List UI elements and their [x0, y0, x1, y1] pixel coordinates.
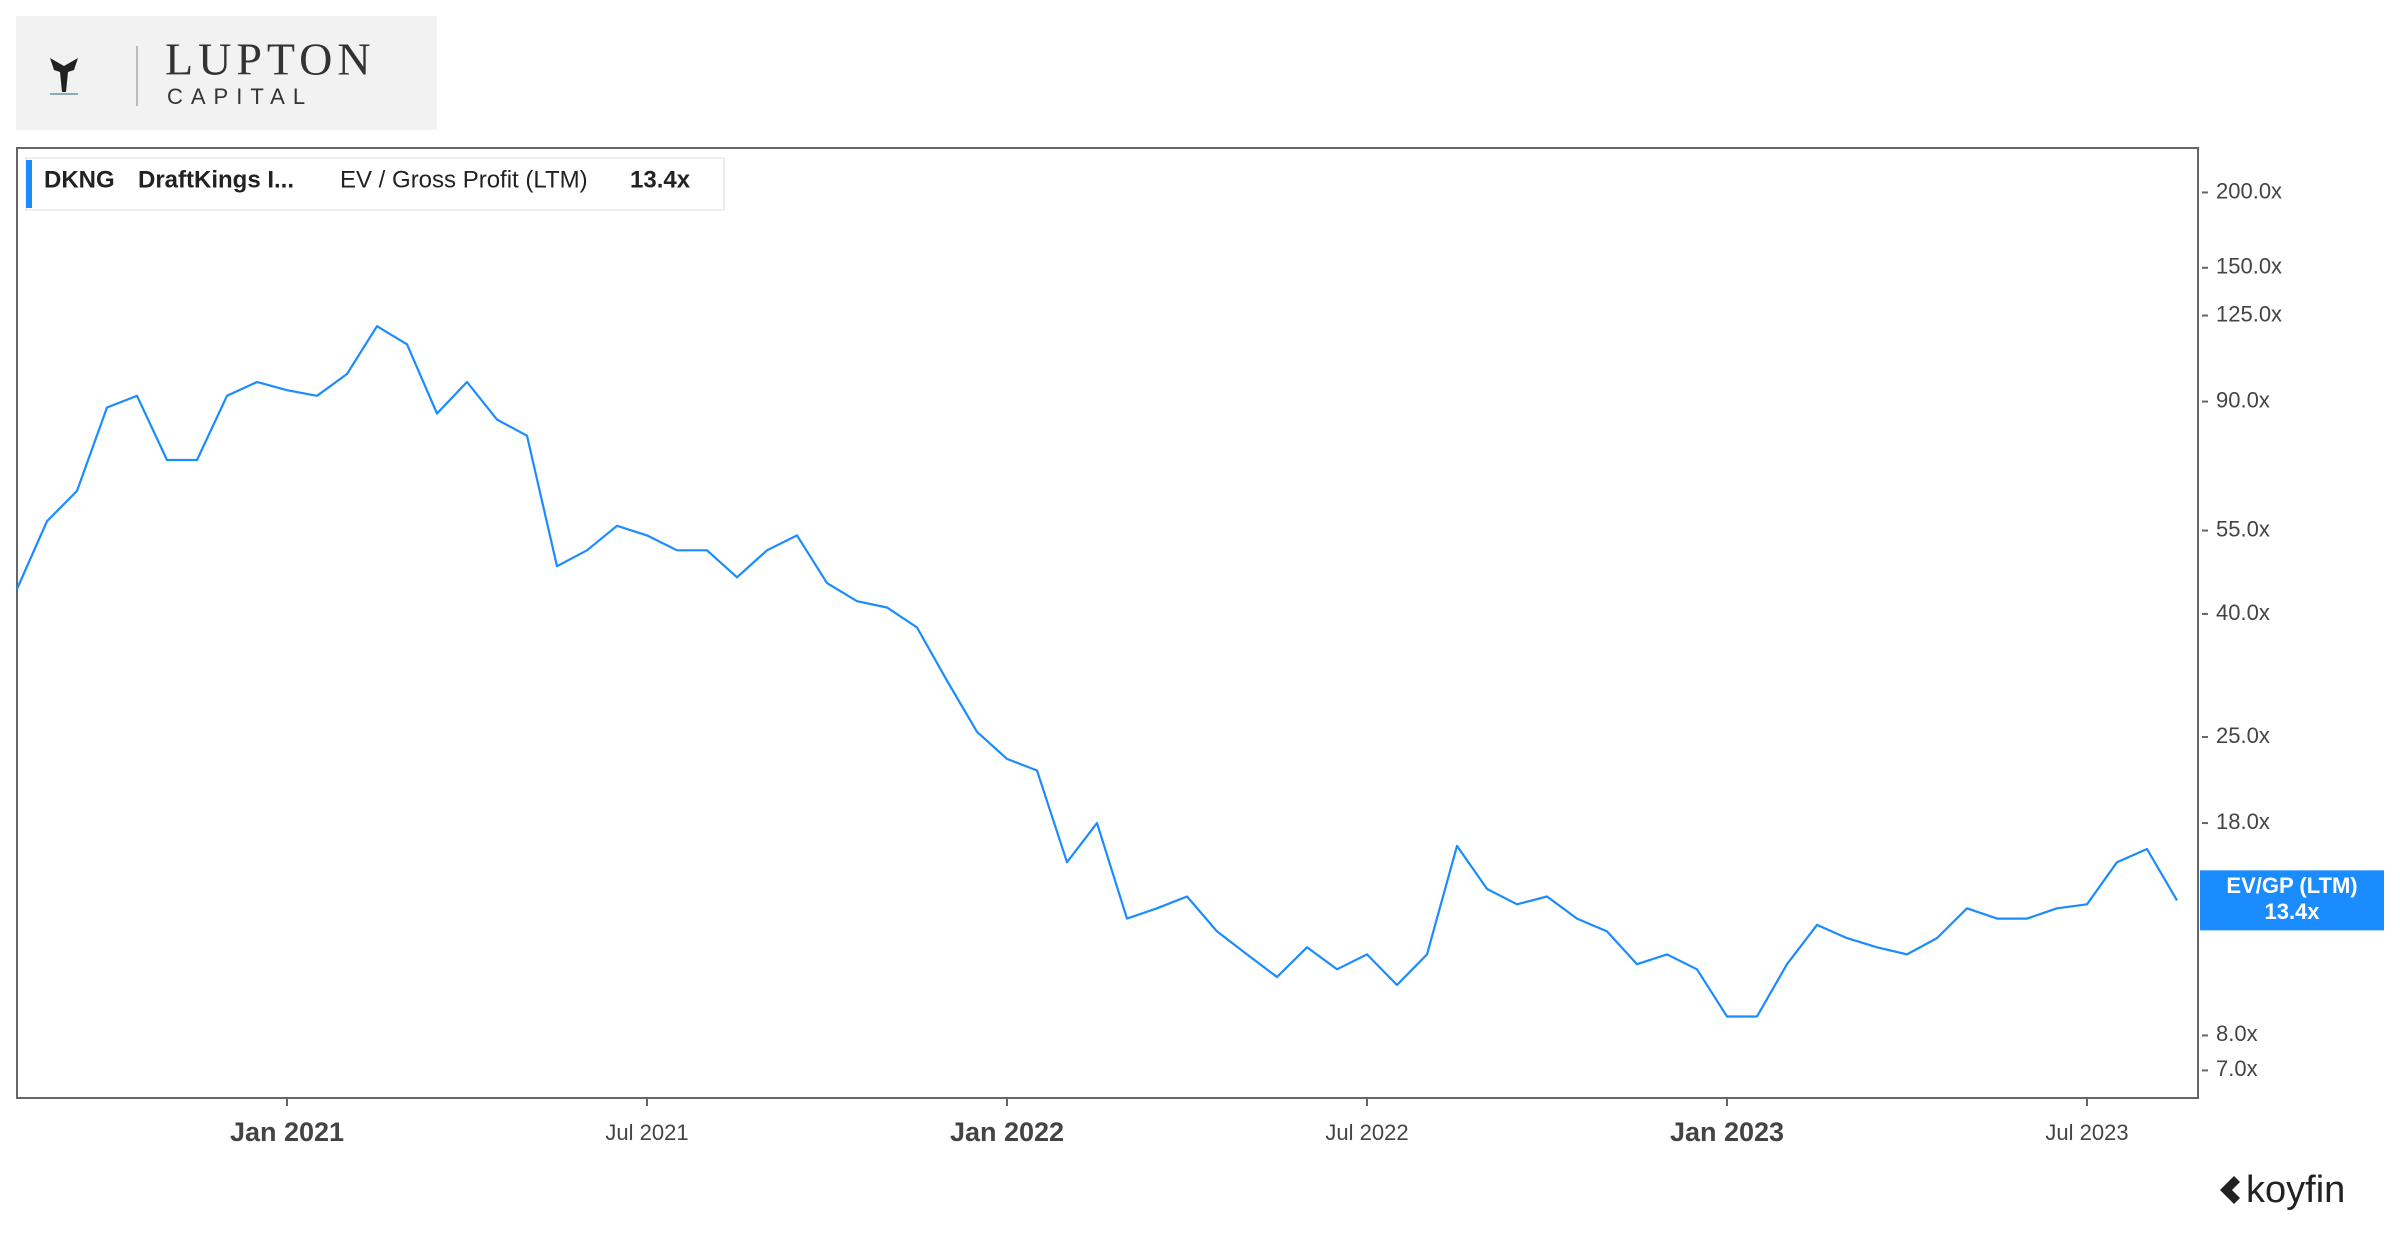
x-tick-label: Jul 2021	[605, 1120, 688, 1145]
last-value-name: EV/GP (LTM)	[2226, 873, 2357, 898]
last-value-badge	[2200, 870, 2384, 931]
y-tick-label: 150.0x	[2216, 254, 2282, 279]
legend-value: 13.4x	[630, 166, 691, 193]
plot-frame	[16, 147, 2199, 1099]
x-tick-label: Jul 2022	[1325, 1120, 1408, 1145]
logo-box	[16, 16, 437, 130]
legend-swatch	[26, 160, 32, 208]
logo-sub: CAPITAL	[167, 84, 313, 109]
footer-icon	[2220, 1176, 2240, 1204]
y-tick-label: 55.0x	[2216, 516, 2270, 541]
y-tick-label: 7.0x	[2216, 1056, 2258, 1081]
y-tick-label: 40.0x	[2216, 600, 2270, 625]
x-tick-label: Jan 2021	[230, 1117, 344, 1147]
y-tick-label: 25.0x	[2216, 723, 2270, 748]
footer-brand: koyfin	[2246, 1169, 2345, 1211]
legend-ticker: DKNG	[44, 166, 115, 193]
y-tick-label: 18.0x	[2216, 809, 2270, 834]
x-tick-label: Jul 2023	[2045, 1120, 2128, 1145]
logo-name: LUPTON	[165, 34, 376, 85]
y-tick-label: 8.0x	[2216, 1021, 2258, 1046]
series-line	[15, 325, 2178, 1018]
legend-box	[25, 157, 725, 211]
legend-name: DraftKings I...	[138, 166, 294, 193]
logo-icon	[50, 58, 78, 92]
x-tick-label: Jan 2022	[950, 1117, 1064, 1147]
y-tick-label: 200.0x	[2216, 178, 2282, 203]
legend-metric: EV / Gross Profit (LTM)	[340, 166, 588, 193]
last-value: 13.4x	[2264, 899, 2320, 924]
y-tick-label: 90.0x	[2216, 387, 2270, 412]
x-tick-label: Jan 2023	[1670, 1117, 1784, 1147]
y-tick-label: 125.0x	[2216, 301, 2282, 326]
